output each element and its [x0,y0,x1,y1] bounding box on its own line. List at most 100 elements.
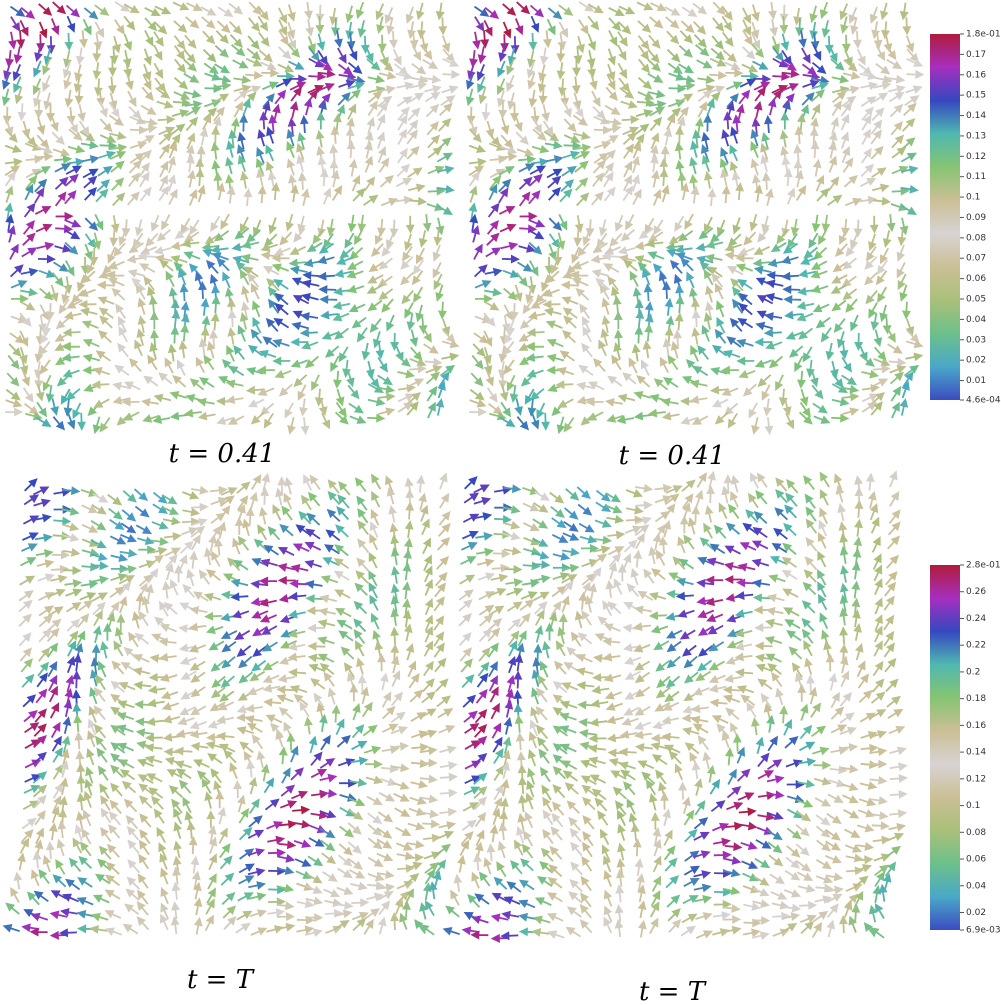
arrow [273,247,291,256]
arrow [334,411,349,425]
arrow [132,232,144,249]
arrow [326,218,336,237]
arrow [643,283,653,302]
arrow [306,242,323,253]
arrow [288,258,307,268]
tick-label: 0.03 [966,335,986,345]
arrow [45,384,55,404]
arrow [783,607,800,617]
arrow [36,672,48,688]
arrow [743,902,761,911]
arrow [525,342,544,352]
arrow [697,344,710,360]
arrow [409,796,427,805]
arrow [96,280,115,290]
arrow [278,383,293,397]
arrow [66,299,83,309]
arrow [197,184,206,203]
arrow [137,536,155,546]
arrow [870,129,882,145]
arrow [40,328,51,345]
arrow [204,611,223,621]
arrow [723,925,742,935]
arrow [634,660,651,671]
arrow [727,233,742,247]
arrow [647,89,666,99]
arrow [808,686,818,705]
arrow [797,884,816,893]
tick-label: 0.1 [966,193,980,203]
arrow [752,899,770,908]
arrow [552,743,568,755]
arrow [346,284,365,294]
arrow [379,672,389,691]
arrow [896,244,905,262]
arrow [124,903,140,915]
arrow [861,393,879,403]
arrow [82,809,92,827]
arrow [653,640,670,651]
arrow [779,705,789,724]
arrow [468,171,480,187]
arrow [226,140,235,158]
arrow [477,661,490,677]
arrow [190,705,207,716]
arrow [406,145,420,160]
arrow [257,185,267,204]
arrow [304,542,322,551]
arrow [749,213,758,232]
arrow [469,213,479,232]
arrow [607,48,616,66]
arrow [105,874,121,887]
arrow [340,646,355,660]
arrow [93,610,103,627]
arrow [442,329,456,343]
arrow [4,157,23,167]
arrow [754,359,772,368]
arrow [263,698,282,707]
arrow [471,354,484,370]
arrow [707,266,723,278]
arrow [278,840,297,850]
arrow [20,557,37,567]
arrow [380,49,389,67]
arrow [50,114,59,133]
arrow [96,747,108,763]
arrow [827,194,843,206]
arrow [334,30,343,49]
arrow [65,4,81,18]
arrow [651,875,662,892]
arrow [623,706,640,716]
arrow [143,48,152,66]
arrow [363,918,374,935]
arrow [492,736,503,753]
arrow [606,733,625,743]
arrow [356,657,365,675]
arrow [238,655,253,669]
arrow [630,567,640,586]
arrow [377,883,396,892]
tick-label: 0.09 [966,213,986,223]
arrow [46,627,60,642]
arrow [551,801,565,816]
arrow [678,781,688,800]
arrow [64,241,79,255]
arrow [599,828,610,846]
arrow [767,97,777,116]
arrow [347,89,362,102]
arrow [39,359,51,375]
arrow [158,842,167,859]
arrow [125,72,134,91]
arrow [222,905,237,919]
arrow [904,95,920,107]
arrow [546,353,565,363]
arrow [535,706,548,721]
arrow [869,747,888,757]
arrow [189,721,207,730]
arrow [612,786,627,800]
arrow [114,1,131,12]
arrow [886,214,896,233]
arrow [127,172,141,187]
arrow [158,372,173,385]
arrow [63,50,72,68]
